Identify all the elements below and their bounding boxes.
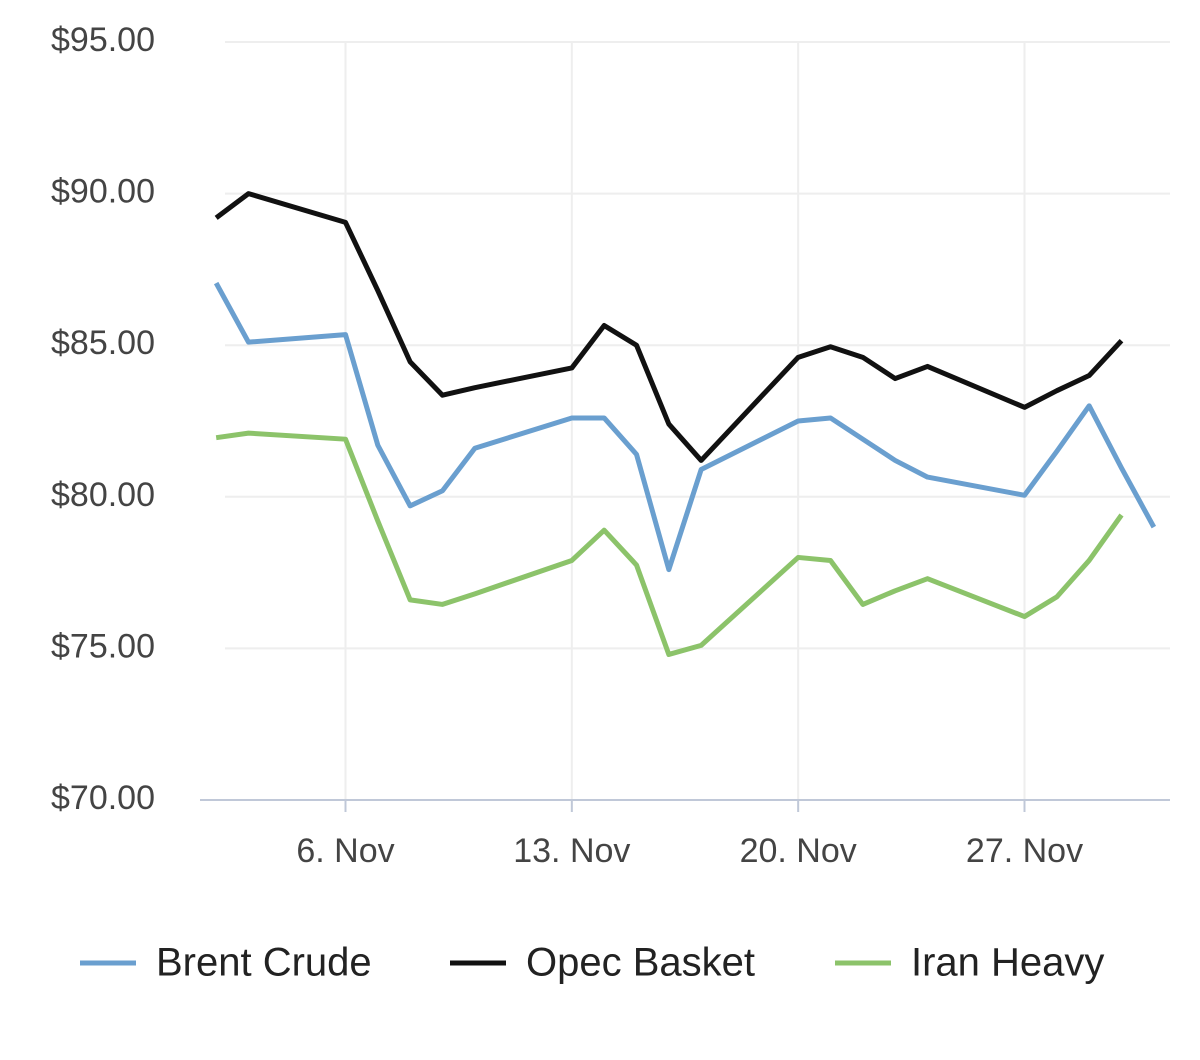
series-line <box>213 281 1157 573</box>
y-tick-label: $80.00 <box>51 476 155 514</box>
y-tick-label: $85.00 <box>51 324 155 362</box>
series-line <box>214 191 1124 463</box>
y-tick-label: $95.00 <box>51 21 155 59</box>
y-tick-label: $70.00 <box>51 779 155 817</box>
x-tick-label: 20. Nov <box>740 832 857 870</box>
legend-label: Opec Basket <box>526 941 755 985</box>
x-tick-label: 6. Nov <box>296 832 394 870</box>
legend-label: Brent Crude <box>156 941 372 985</box>
legend-label: Iran Heavy <box>911 941 1104 985</box>
y-tick-label: $75.00 <box>51 627 155 665</box>
y-tick-label: $90.00 <box>51 173 155 211</box>
x-tick-label: 27. Nov <box>966 832 1083 870</box>
series-line <box>215 430 1124 657</box>
x-tick-label: 13. Nov <box>513 832 630 870</box>
